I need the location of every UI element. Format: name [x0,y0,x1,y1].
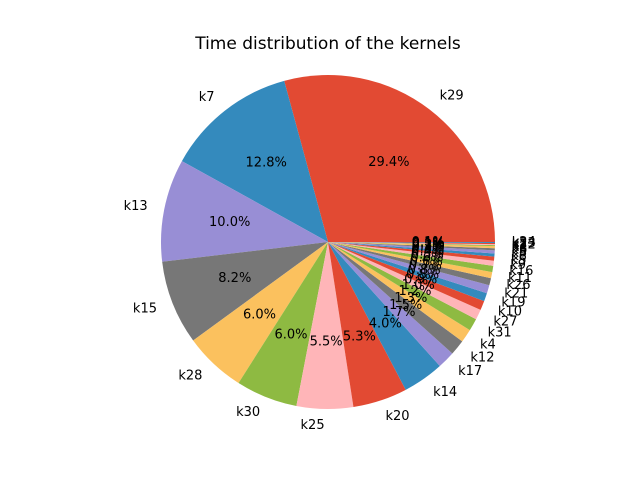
percent-label-k19: 0.8% [406,268,439,283]
slice-label-k21: k21 [504,287,528,302]
percent-label-k3: 0.3% [411,240,444,255]
slice-labels: k29 k7 k13 k15 k28 k30 k25 k20 k14k17k12k4k31k27… [124,89,536,434]
slice-label-k17: k17 [458,364,482,379]
percent-label-k9: 0.5% [411,247,444,262]
slice-label-k19: k19 [501,295,525,310]
percent-label-k26: 0.7% [409,258,442,273]
pie-slice-k2 [328,242,495,249]
slice-label-k10: k10 [498,304,522,319]
pie-slice-k11 [328,242,493,279]
percent-label-k21: 0.8% [408,263,441,278]
percent-labels: 29.4%12.8%10.0%8.2%6.0%6.0% 5.5% 5.3%4.0%1… [209,155,445,350]
percent-label-k30: 6.0% [274,328,307,343]
pie-slice-k8 [328,242,495,257]
percent-label-k15: 8.2% [218,271,251,286]
pie-slice-k22 [328,242,495,246]
pie-slice-k14 [328,242,440,390]
pie-slice-k31 [328,242,477,331]
slice-label-k27: k27 [493,314,517,329]
percent-label-k17: 1.7% [382,305,415,320]
pie-slice-k27 [328,242,481,320]
slice-label-k23: k23 [512,236,536,251]
pie-slice-k26 [328,242,492,286]
percent-label-k1: 0.1% [412,237,445,252]
pie-slice-k7 [181,80,328,242]
slice-label-k5: k5 [511,253,527,268]
slice-label-k26: k26 [506,278,530,293]
percent-label-k31: 1.2% [398,284,431,299]
slice-label-k29: k29 [440,89,464,104]
slice-label-k9: k9 [510,258,526,273]
pie-slice-k28 [193,242,328,384]
pie-slice-k29 [284,75,495,242]
pie-slice-k13 [160,161,328,262]
pie-slice-k24 [328,242,496,244]
slice-label-k28: k28 [178,369,202,384]
slice-label-k11: k11 [508,271,532,286]
slice-label-k2: k2 [512,240,528,255]
percent-label-k28: 6.0% [243,308,276,323]
percent-label-k14: 4.0% [369,317,402,332]
slice-label-k15: k15 [133,302,157,317]
percent-label-k22: 0.1% [412,236,445,251]
pie-slice-k9 [328,242,494,266]
pie-slice-k1 [328,242,495,247]
pie-slice-k12 [328,242,463,354]
pie-slice-k20 [328,242,406,408]
percent-label-k20: 5.3% [343,330,376,345]
slice-label-k20: k20 [386,409,410,424]
percent-label-k5: 0.4% [411,245,444,260]
slice-label-k8: k8 [511,249,527,264]
slice-label-k4: k4 [480,338,496,353]
slice-label-k22: k22 [512,237,536,252]
percent-label-k2: 0.2% [412,238,445,253]
pie-slice-k19 [328,242,487,302]
pie-slice-k23 [328,242,495,245]
percent-label-k4: 1.3% [394,291,427,306]
slice-label-k3: k3 [511,245,527,260]
percent-label-k13: 10.0% [209,215,250,230]
pie-slice-k10 [328,242,485,310]
slice-label-k1: k1 [512,239,528,254]
pie-slice-k3 [328,242,495,254]
pie-slice-k4 [328,242,470,342]
percent-label-k6: 0.2% [412,239,445,254]
percent-label-k23: 0.1% [412,235,445,250]
chart-title: Time distribution of the kernels [194,34,461,54]
pie-slice-k17 [328,242,453,367]
pie-slice-k15 [162,242,328,341]
slice-label-k6: k6 [512,243,528,258]
slice-label-k25: k25 [301,418,325,433]
slice-label-k7: k7 [199,90,215,105]
slice-label-k30: k30 [236,405,260,420]
percent-label-k7: 12.8% [246,156,287,171]
pie-slice-k25 [296,242,354,410]
percent-label-k27: 1.0% [402,278,435,293]
percent-label-k12: 1.5% [389,298,422,313]
percent-label-k16: 0.6% [410,251,443,266]
slice-label-k16: k16 [509,264,533,279]
pie-slice-k6 [328,242,495,251]
slice-label-k24: k24 [512,235,536,250]
slice-label-k13: k13 [124,199,148,214]
percent-label-k8: 0.3% [411,242,444,257]
pie-slice-k30 [238,242,328,406]
percent-label-k25: 5.5% [310,335,343,350]
slice-label-k14: k14 [433,385,457,400]
slice-label-k31: k31 [488,326,512,341]
pie-slice-k21 [328,242,490,294]
percent-label-k10: 0.9% [404,273,437,288]
percent-label-k24: 0.1% [412,235,445,250]
pie-slices [160,75,496,410]
percent-label-k29: 29.4% [368,155,409,170]
pie-slice-k16 [328,242,494,273]
slice-label-k12: k12 [470,351,494,366]
percent-label-k11: 0.6% [410,254,443,269]
pie-slice-k5 [328,242,495,261]
